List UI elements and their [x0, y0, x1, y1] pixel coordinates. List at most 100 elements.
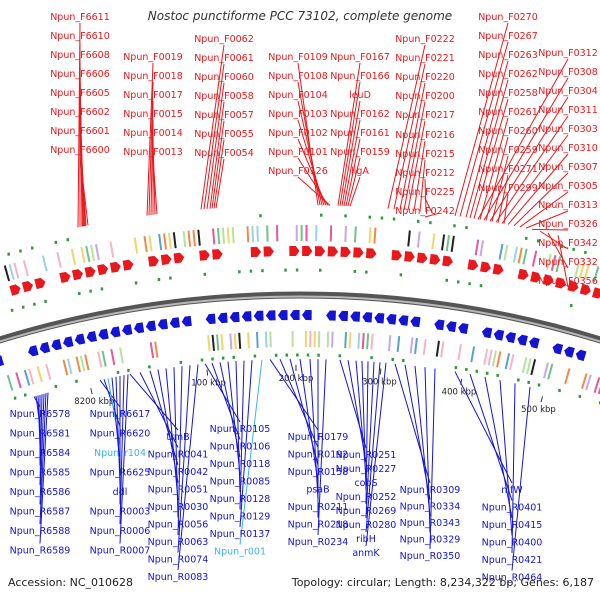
- feature-block: [255, 331, 259, 348]
- feature-block: [212, 228, 216, 245]
- marker-dot: [454, 366, 458, 370]
- forward-gene-label: Npun_F0299: [478, 183, 538, 194]
- forward-leader-line: [413, 140, 426, 211]
- forward-gene-arrow: [542, 274, 554, 286]
- marker-dot: [23, 393, 27, 397]
- feature-block: [182, 231, 187, 248]
- feature-block: [167, 232, 172, 249]
- reverse-leader-line: [279, 359, 319, 448]
- forward-gene-label: Npun_F0270: [478, 12, 538, 23]
- feature-block: [331, 331, 334, 348]
- inner-marker-track: [13, 353, 600, 405]
- forward-leader-line: [200, 44, 225, 210]
- reverse-gene-arrow: [398, 315, 409, 326]
- forward-leader-line: [483, 77, 569, 221]
- forward-gene-label: Npun_F0014: [123, 128, 183, 139]
- forward-gene-label: Npun_F0200: [395, 91, 455, 102]
- forward-gene-label: Npun_F6610: [50, 31, 110, 42]
- forward-gene-arrow: [480, 261, 491, 273]
- feature-block: [445, 235, 450, 252]
- reverse-gene-label: Npun_R0007: [90, 546, 151, 557]
- marker-dot: [569, 304, 573, 308]
- feature-block: [487, 349, 493, 366]
- scale-tick: [90, 388, 93, 395]
- reverse-gene-label: Npun_R0083: [148, 572, 209, 583]
- feature-block: [221, 227, 225, 244]
- feature-block: [479, 240, 485, 257]
- feature-block: [70, 248, 77, 265]
- forward-gene-label: Npun_F6600: [50, 145, 110, 156]
- marker-dot: [445, 278, 449, 282]
- feature-block: [504, 353, 511, 370]
- marker-dot: [417, 219, 420, 223]
- forward-gene-arrow: [404, 251, 415, 262]
- reverse-leader-line: [429, 368, 436, 550]
- forward-strand-track: [9, 246, 600, 299]
- forward-gene-label: leuD: [349, 90, 371, 101]
- feature-block: [441, 234, 446, 251]
- forward-leader-line: [215, 158, 225, 209]
- reverse-gene-label: psaB: [306, 485, 329, 496]
- feature-block: [84, 354, 90, 371]
- marker-dot: [368, 215, 372, 219]
- reverse-gene-arrow: [74, 333, 86, 345]
- forward-leader-line: [297, 176, 331, 206]
- forward-gene-arrow: [9, 284, 21, 296]
- reverse-leader-lines: [33, 358, 531, 571]
- reverse-gene-label: Npun_R0042: [148, 467, 209, 478]
- forward-leader-line: [477, 58, 569, 220]
- marker-dot: [274, 353, 278, 357]
- forward-gene-label: Npun_F0102: [268, 128, 328, 139]
- forward-leader-line: [203, 63, 225, 210]
- marker-dot: [10, 308, 14, 312]
- marker-dot: [468, 282, 471, 286]
- reverse-gene-label: Npun_R0106: [210, 442, 271, 453]
- forward-gene-arrow: [302, 246, 313, 257]
- feature-block: [233, 333, 237, 350]
- forward-gene-label: Npun_F6602: [50, 107, 110, 118]
- reverse-gene-label: ddl: [113, 487, 128, 498]
- marker-dot: [232, 355, 235, 359]
- feature-block: [22, 260, 29, 277]
- marker-dot: [284, 268, 287, 272]
- feature-block: [555, 256, 562, 273]
- forward-leader-line: [479, 117, 509, 220]
- forward-gene-label: Npun_F0304: [538, 86, 598, 97]
- reverse-leader-line: [414, 365, 431, 517]
- feature-block: [90, 244, 96, 262]
- marker-dot: [306, 353, 310, 357]
- feature-block: [496, 351, 502, 368]
- forward-gene-label: Npun_F0057: [194, 110, 254, 121]
- reverse-leader-line: [299, 358, 319, 483]
- reverse-gene-label: Npun_R0329: [400, 535, 461, 546]
- backbone-highlight: [0, 295, 600, 343]
- marker-dot: [560, 244, 564, 248]
- reverse-gene-label: Npun_R0218: [288, 520, 349, 531]
- forward-gene-arrow: [34, 277, 46, 290]
- forward-gene-label: Npun_F0166: [330, 71, 390, 82]
- marker-dot: [572, 247, 575, 251]
- forward-gene-label: Npun_F0062: [194, 34, 254, 45]
- reverse-gene-label: Npun_R0051: [148, 485, 209, 496]
- forward-gene-arrow: [21, 281, 34, 293]
- forward-leader-line: [539, 230, 569, 250]
- reverse-gene-label: Npun_R0085: [210, 477, 271, 488]
- marker-dot: [203, 272, 207, 276]
- forward-leader-line: [339, 81, 361, 206]
- reverse-gene-arrow: [289, 310, 300, 321]
- feature-block: [354, 226, 357, 243]
- reverse-gene-arrow: [217, 312, 228, 324]
- forward-leader-line: [297, 100, 323, 206]
- reverse-gene-arrow: [517, 334, 528, 346]
- reverse-gene-arrow: [181, 315, 192, 327]
- marker-dot: [429, 221, 432, 225]
- reverse-leader-line: [361, 360, 367, 491]
- reverse-gene-label: Npun_R0105: [210, 424, 271, 435]
- feature-block: [574, 260, 581, 277]
- forward-gene-labels: Npun_F6611 Npun_F6610 Npun_F6608 Npun_F6606…: [50, 12, 598, 287]
- reverse-leader-line: [119, 374, 129, 544]
- reverse-gene-label: Npun_R6589: [10, 546, 71, 557]
- feature-block: [264, 331, 268, 348]
- marker-dot: [391, 357, 394, 361]
- marker-dot: [211, 357, 214, 361]
